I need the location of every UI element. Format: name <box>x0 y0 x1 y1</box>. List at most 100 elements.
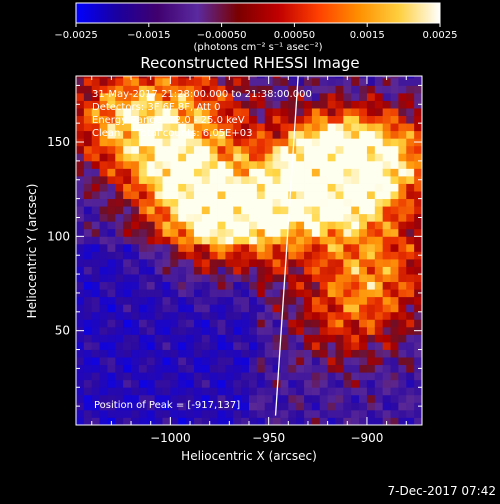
heatmap-cell <box>138 123 148 132</box>
heatmap-cell <box>193 213 203 222</box>
heatmap-cell <box>327 258 336 267</box>
heatmap-cell <box>178 123 187 132</box>
heatmap-cell <box>99 85 108 94</box>
heatmap-cell <box>83 394 93 403</box>
heatmap-cell <box>390 243 399 252</box>
heatmap-cell <box>225 281 234 290</box>
heatmap-cell <box>76 100 85 109</box>
heatmap-cell <box>414 394 422 403</box>
heatmap-cell <box>131 289 140 298</box>
heatmap-cell <box>138 304 148 313</box>
heatmap-cell <box>256 213 266 222</box>
heatmap-cell <box>146 123 156 132</box>
heatmap-cell <box>414 236 422 245</box>
heatmap-cell <box>366 402 376 411</box>
heatmap-cell <box>398 258 407 267</box>
heatmap-cell <box>233 76 242 79</box>
heatmap-cell <box>406 334 415 343</box>
heatmap-cell <box>123 394 132 403</box>
heatmap-cell <box>76 372 85 381</box>
heatmap-cell <box>414 77 422 86</box>
heatmap-cell <box>327 76 336 79</box>
heatmap-cell <box>209 334 218 343</box>
heatmap-cell <box>146 77 156 86</box>
heatmap-cell <box>193 175 203 184</box>
heatmap-cell <box>76 281 85 290</box>
heatmap-cell <box>186 123 195 132</box>
heatmap-cell <box>398 115 407 124</box>
heatmap-cell <box>170 92 179 101</box>
heatmap-cell <box>76 145 85 154</box>
heatmap-cell <box>193 251 203 260</box>
heatmap-cell <box>217 243 226 252</box>
heatmap-cell <box>115 100 124 109</box>
heatmap-cell <box>390 108 399 117</box>
heatmap-cell <box>170 326 179 335</box>
heatmap-cell <box>256 258 266 267</box>
heatmap-cell <box>107 296 116 305</box>
heatmap-cell <box>131 274 140 283</box>
heatmap-cell <box>138 258 148 267</box>
heatmap-cell <box>359 76 368 79</box>
heatmap-cell <box>193 85 203 94</box>
heatmap-cell <box>280 221 289 230</box>
heatmap-cell <box>319 319 329 328</box>
heatmap-cell <box>83 364 93 373</box>
heatmap-cell <box>366 349 376 358</box>
heatmap-cell <box>366 236 376 245</box>
heatmap-cell <box>233 85 242 94</box>
heatmap-cell <box>170 281 179 290</box>
heatmap-cell <box>272 175 281 184</box>
heatmap-cell <box>256 85 266 94</box>
heatmap-cell <box>233 183 242 192</box>
heatmap-cell <box>264 364 273 373</box>
heatmap-cell <box>115 77 124 86</box>
heatmap-cell <box>99 281 108 290</box>
heatmap-cell <box>351 357 360 366</box>
heatmap-cell <box>249 387 258 396</box>
heatmap-cell <box>170 394 179 403</box>
heatmap-cell <box>115 85 124 94</box>
heatmap-cell <box>327 206 336 215</box>
heatmap-cell <box>131 296 140 305</box>
heatmap-cell <box>256 160 266 169</box>
heatmap-cell <box>335 394 344 403</box>
heatmap-cell <box>107 251 116 260</box>
heatmap-cell <box>264 289 273 298</box>
heatmap-cell <box>209 92 218 101</box>
heatmap-cell <box>366 372 376 381</box>
heatmap-cell <box>178 191 187 200</box>
heatmap-cell <box>99 175 108 184</box>
heatmap-cell <box>233 319 242 328</box>
heatmap-cell <box>272 296 281 305</box>
heatmap-cell <box>335 243 344 252</box>
heatmap-cell <box>91 334 100 343</box>
heatmap-cell <box>272 213 281 222</box>
heatmap-cell <box>390 304 399 313</box>
heatmap-cell <box>359 77 368 86</box>
heatmap-cell <box>351 364 360 373</box>
heatmap-cell <box>319 92 329 101</box>
heatmap-cell <box>311 77 321 86</box>
heatmap-cell <box>241 138 250 147</box>
heatmap-cell <box>217 281 226 290</box>
heatmap-cell <box>288 349 297 358</box>
heatmap-cell <box>99 319 108 328</box>
heatmap-cell <box>319 296 329 305</box>
heatmap-cell <box>193 319 203 328</box>
heatmap-cell <box>154 85 163 94</box>
heatmap-cell <box>123 364 132 373</box>
heatmap-cell <box>288 289 297 298</box>
heatmap-cell <box>390 236 399 245</box>
heatmap-cell <box>209 409 218 418</box>
heatmap-cell <box>296 77 305 86</box>
heatmap-cell <box>91 349 100 358</box>
heatmap-cell <box>390 123 399 132</box>
heatmap-cell <box>398 357 407 366</box>
heatmap-cell <box>154 296 163 305</box>
heatmap-cell <box>162 372 171 381</box>
heatmap-cell <box>343 281 352 290</box>
heatmap-cell <box>99 191 108 200</box>
heatmap-cell <box>304 115 313 124</box>
heatmap-cell <box>76 402 85 411</box>
